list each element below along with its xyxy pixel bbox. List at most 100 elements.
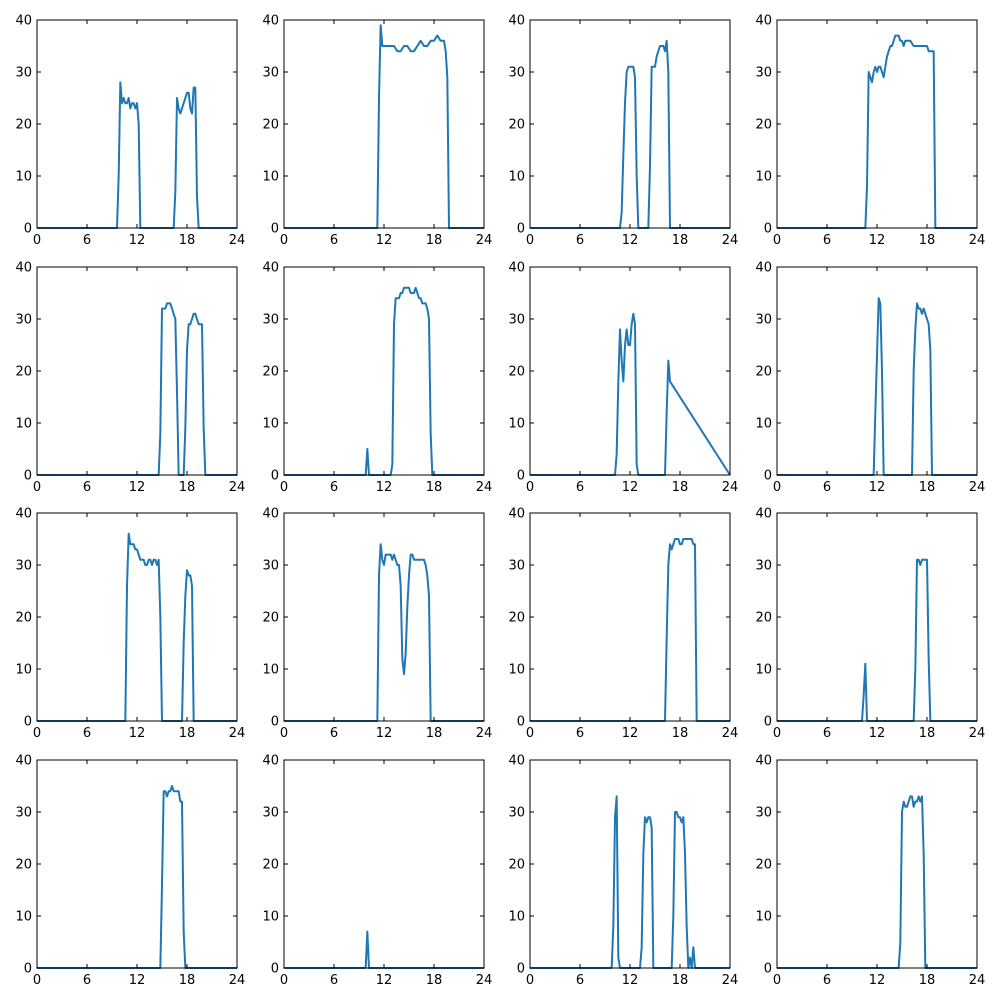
x-tick-label: 24 [229,480,246,493]
series-line [284,930,484,969]
x-tick-label: 0 [33,726,41,739]
x-tick-label: 0 [280,480,288,493]
y-tick-label: 30 [15,66,32,81]
axes-frame [283,19,485,229]
y-tick-label: 20 [508,858,525,873]
axes-frame [283,512,485,722]
x-tick-label: 6 [823,233,831,246]
y-tick-label: 30 [15,806,32,821]
y-tick-label: 20 [755,858,772,873]
x-tick-label: 0 [526,480,534,493]
x-tick-label: 24 [969,726,986,739]
y-tick-label: 20 [508,365,525,380]
panel-5: 0 6 12 18 24 0 10 20 30 40 [15,261,246,494]
x-tick-label: 6 [330,233,338,246]
axes-frame [529,512,731,722]
y-tick-label: 0 [24,962,32,977]
y-tick-label: 10 [15,910,32,925]
x-tick-label: 6 [83,973,91,986]
x-tick-label: 12 [376,233,393,246]
x-tick-label: 24 [722,233,739,246]
axes-frame [776,759,978,969]
y-tick-label: 0 [271,962,279,977]
y-tick-label: 40 [15,261,32,276]
y-tick-label: 30 [508,66,525,81]
x-tick-label: 18 [426,973,443,986]
y-tick-label: 10 [15,417,32,432]
panel-1: 0 6 12 18 24 0 10 20 30 40 [15,14,245,247]
y-tick-label: 40 [508,754,525,769]
series-line [37,785,237,969]
y-tick-label: 10 [262,417,279,432]
x-tick-label: 6 [83,233,91,246]
x-tick-label: 0 [280,973,288,986]
x-tick-label: 0 [280,726,288,739]
y-tick-label: 20 [508,118,525,133]
axes-frame [529,759,731,969]
x-tick-label: 18 [179,233,196,246]
x-tick-label: 12 [622,233,639,246]
series-line [530,312,731,476]
x-tick-label: 0 [33,480,41,493]
x-tick-label: 18 [672,480,689,493]
x-tick-label: 24 [722,973,739,986]
x-tick-label: 12 [376,726,393,739]
y-tick-label: 40 [755,507,772,522]
y-tick-label: 20 [755,611,772,626]
x-tick-label: 12 [129,973,146,986]
y-tick-label: 40 [262,14,279,29]
panel-10: 0 6 12 18 24 0 10 20 30 40 [262,507,492,740]
panel-14: 0 6 12 18 24 0 10 20 30 40 [262,754,492,987]
y-tick-label: 0 [764,962,772,977]
y-tick-label: 30 [262,66,279,81]
axes-frame [529,266,731,476]
panel-3: 0 6 12 18 24 0 10 20 30 40 [508,14,739,247]
axes-frame [283,759,485,969]
axes-frame [36,266,238,476]
x-tick-label: 24 [969,480,986,493]
y-tick-label: 20 [508,611,525,626]
x-tick-label: 0 [33,973,41,986]
y-tick-label: 40 [755,261,772,276]
x-tick-label: 18 [672,726,689,739]
y-tick-label: 20 [755,365,772,380]
y-tick-label: 40 [15,507,32,522]
y-tick-label: 40 [755,754,772,769]
y-tick-label: 20 [262,611,279,626]
x-tick-label: 12 [129,726,146,739]
y-tick-label: 30 [755,66,772,81]
panel-2: 0 6 12 18 24 0 10 20 30 40 [262,14,492,247]
y-tick-label: 40 [508,14,525,29]
y-tick-label: 30 [508,806,525,821]
x-tick-label: 24 [229,973,246,986]
series-line [37,532,237,722]
series-line [777,297,977,476]
y-tick-label: 10 [508,663,525,678]
x-tick-label: 0 [33,233,41,246]
y-tick-label: 0 [24,469,32,484]
y-tick-label: 40 [262,507,279,522]
y-tick-label: 10 [15,170,32,185]
x-tick-label: 18 [919,480,936,493]
panel-12: 0 6 12 18 24 0 10 20 30 40 [755,507,986,740]
y-tick-label: 0 [517,222,525,237]
y-tick-label: 10 [755,663,772,678]
x-tick-label: 6 [83,726,91,739]
x-tick-label: 24 [969,973,986,986]
y-tick-label: 0 [517,715,525,730]
x-tick-label: 12 [622,480,639,493]
panel-7: 0 6 12 18 24 0 10 20 30 40 [508,261,738,494]
y-tick-label: 10 [15,663,32,678]
y-tick-label: 30 [755,313,772,328]
y-tick-label: 30 [508,313,525,328]
x-tick-label: 12 [869,726,886,739]
axes-frame [36,759,238,969]
y-tick-label: 20 [15,365,32,380]
x-tick-label: 12 [869,480,886,493]
y-tick-label: 40 [262,754,279,769]
y-tick-label: 30 [262,806,279,821]
x-tick-label: 6 [576,726,584,739]
x-tick-label: 6 [576,973,584,986]
series-line [777,34,977,229]
